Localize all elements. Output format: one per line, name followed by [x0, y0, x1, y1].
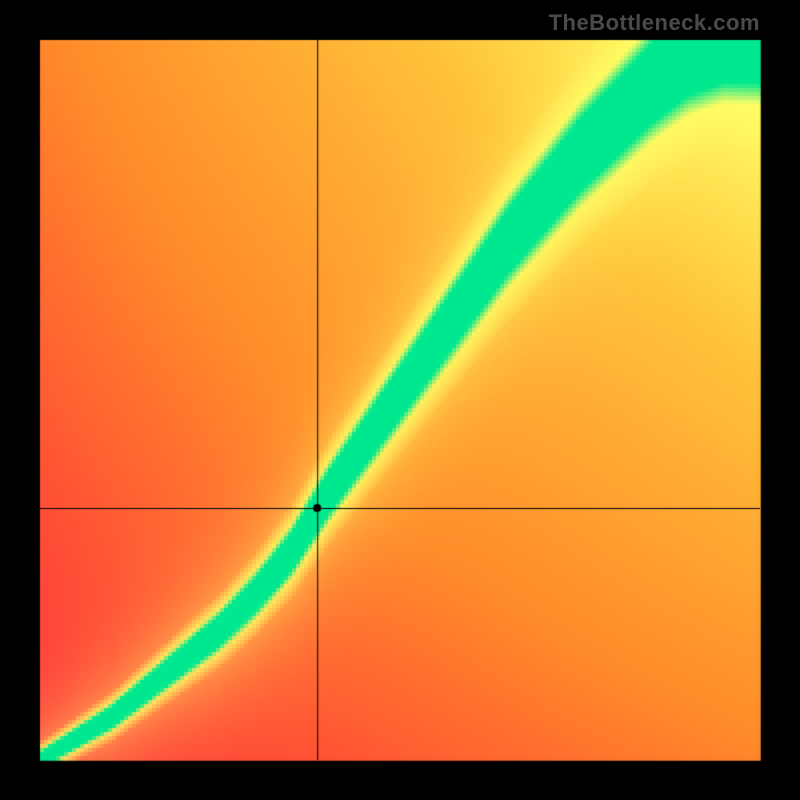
bottleneck-heatmap — [0, 0, 800, 800]
watermark-text: TheBottleneck.com — [549, 10, 760, 36]
